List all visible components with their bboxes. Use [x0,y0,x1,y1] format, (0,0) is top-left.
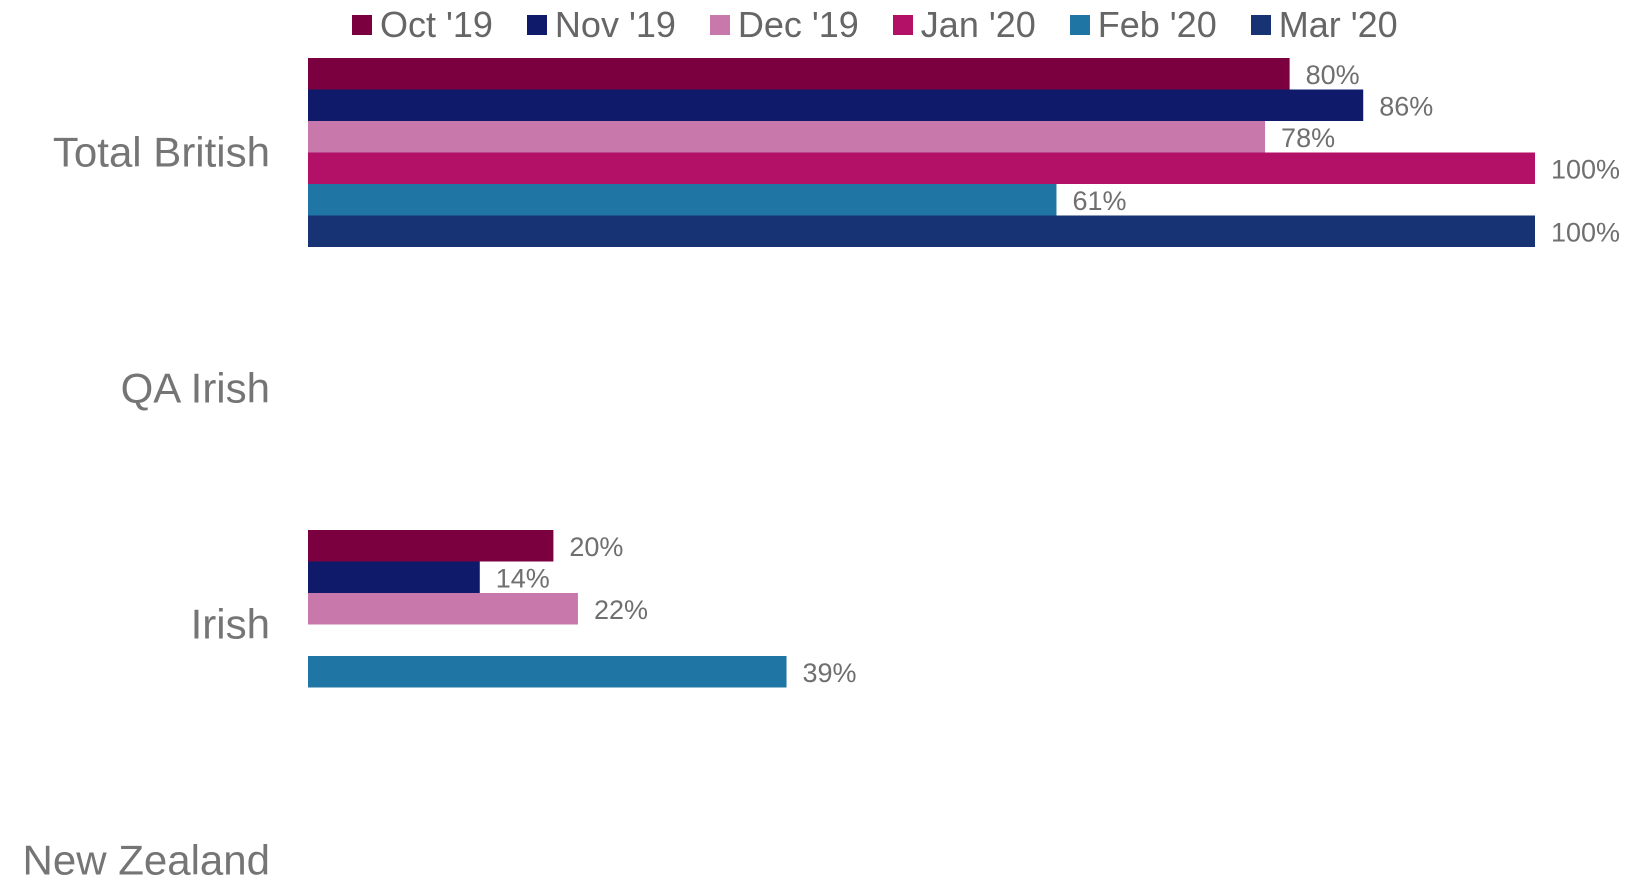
legend-item: Nov '19 [526,4,676,46]
data-label: 78% [1281,123,1335,153]
legend-label: Mar '20 [1278,4,1398,45]
data-label: 86% [1379,91,1433,121]
legend-swatch [709,15,730,35]
bar [308,215,1535,247]
category-label: QA Irish [121,365,270,412]
bar [308,89,1364,121]
legend-item: Mar '20 [1250,4,1398,46]
legend-swatch [526,15,547,35]
data-label: 80% [1306,60,1360,90]
data-label: 39% [803,658,857,688]
data-label: 20% [569,532,623,562]
legend-label: Nov '19 [554,4,676,45]
bar [308,561,480,593]
legend-label: Jan '20 [920,4,1036,45]
legend-swatch [892,15,913,35]
data-label: 14% [496,563,550,593]
category-label: Total British [53,129,270,176]
bar [308,184,1057,216]
legend-label: Dec '19 [737,4,859,45]
bar [308,58,1290,90]
category-label: Irish [191,601,270,648]
data-label: 100% [1551,217,1620,247]
bar [308,121,1266,153]
legend: Oct '19 Nov '19 Dec '19 Jan '20 Feb '20 Mar '… [352,4,1432,46]
legend-item: Oct '19 [352,4,493,46]
bar [308,530,554,562]
bar [308,593,578,625]
data-label: 100% [1551,154,1620,184]
legend-swatch [1069,15,1090,35]
legend-swatch [1250,15,1271,35]
data-label: 61% [1072,186,1126,216]
legend-swatch [352,15,372,35]
legend-label: Feb '20 [1097,4,1217,45]
bar [308,152,1535,184]
bar [308,656,787,688]
legend-item: Dec '19 [709,4,859,46]
legend-label: Oct '19 [380,4,493,45]
category-label: New Zealand [23,837,270,880]
data-label: 22% [594,595,648,625]
legend-item: Feb '20 [1069,4,1217,46]
legend-item: Jan '20 [892,4,1036,46]
